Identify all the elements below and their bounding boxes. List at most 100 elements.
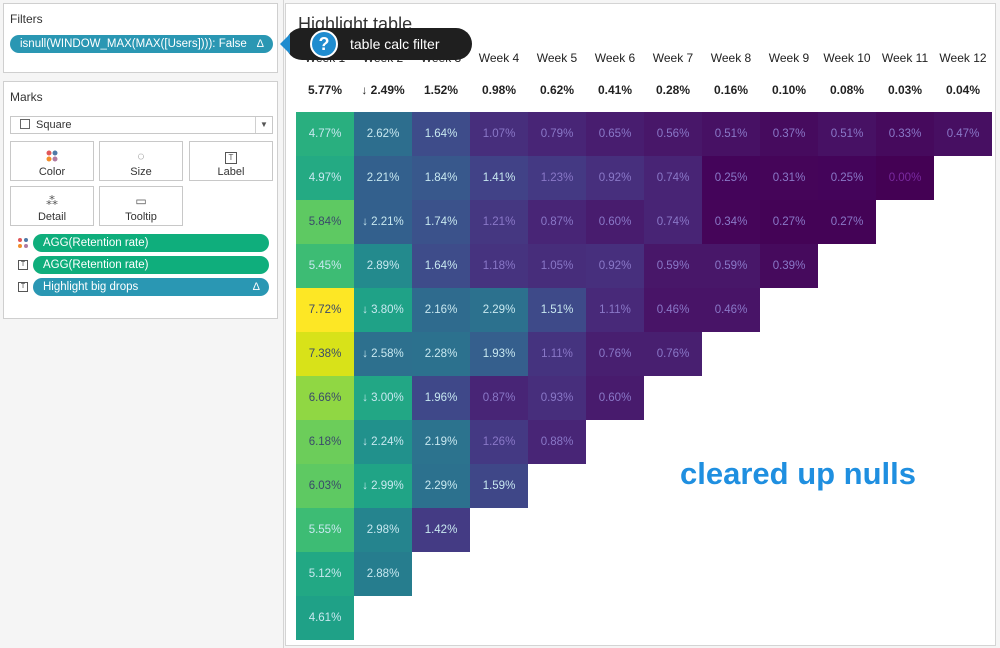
table-cell[interactable]: 0.25% (818, 156, 876, 200)
table-cell[interactable]: 0.37% (760, 112, 818, 156)
column-header: Week 12 (939, 51, 987, 65)
table-cell[interactable]: 0.31% (760, 156, 818, 200)
table-cell[interactable]: 1.64% (412, 244, 470, 288)
table-cell[interactable]: 0.39% (760, 244, 818, 288)
table-cell[interactable]: 1.51% (528, 288, 586, 332)
table-cell[interactable]: 2.88% (354, 552, 412, 596)
total-value: 0.04% (945, 83, 981, 97)
table-cell[interactable]: 4.61% (296, 596, 354, 640)
total-value: 0.10% (771, 83, 807, 97)
text-icon: T (18, 260, 28, 270)
table-cell[interactable]: 1.64% (412, 112, 470, 156)
table-cell[interactable]: 0.46% (644, 288, 702, 332)
table-cell[interactable]: 0.93% (528, 376, 586, 420)
table-cell[interactable]: 1.26% (470, 420, 528, 464)
table-cell[interactable]: 0.60% (586, 200, 644, 244)
total-value: 0.41% (597, 83, 633, 97)
table-cell[interactable]: 0.87% (470, 376, 528, 420)
table-cell[interactable]: 6.03% (296, 464, 354, 508)
column-header: Week 11 (881, 51, 929, 65)
table-cell[interactable]: 1.41% (470, 156, 528, 200)
table-cell[interactable]: 0.27% (760, 200, 818, 244)
table-cell[interactable]: 0.65% (586, 112, 644, 156)
table-cell[interactable]: 5.84% (296, 200, 354, 244)
table-cell[interactable]: 0.47% (934, 112, 992, 156)
table-cell[interactable]: 0.88% (528, 420, 586, 464)
table-cell[interactable]: 0.59% (702, 244, 760, 288)
table-cell[interactable]: 7.72% (296, 288, 354, 332)
table-cell[interactable]: 0.92% (586, 156, 644, 200)
table-cell[interactable]: 2.62% (354, 112, 412, 156)
table-cell[interactable]: 5.12% (296, 552, 354, 596)
table-cell[interactable]: ↓ 3.80% (354, 288, 412, 332)
table-cell[interactable]: 2.19% (412, 420, 470, 464)
table-cell[interactable]: ↓ 2.99% (354, 464, 412, 508)
size-button[interactable]: ◌ Size (99, 141, 183, 181)
table-cell[interactable]: ↓ 2.21% (354, 200, 412, 244)
table-cell[interactable]: 0.76% (644, 332, 702, 376)
table-cell[interactable]: 2.29% (412, 464, 470, 508)
table-cell[interactable]: 5.55% (296, 508, 354, 552)
table-cell[interactable]: 0.46% (702, 288, 760, 332)
table-cell[interactable]: 0.59% (644, 244, 702, 288)
table-cell[interactable]: 0.51% (818, 112, 876, 156)
table-cell[interactable]: 1.21% (470, 200, 528, 244)
total-value: 0.62% (539, 83, 575, 97)
field-pill-highlight[interactable]: Highlight big drops Δ (33, 278, 269, 296)
table-cell[interactable]: 1.07% (470, 112, 528, 156)
table-cell[interactable]: 1.93% (470, 332, 528, 376)
label-button[interactable]: T Label (189, 141, 273, 181)
table-cell[interactable]: 2.16% (412, 288, 470, 332)
table-cell[interactable]: 0.74% (644, 200, 702, 244)
table-cell[interactable]: 4.77% (296, 112, 354, 156)
table-cell[interactable]: 1.96% (412, 376, 470, 420)
table-cell[interactable]: 5.45% (296, 244, 354, 288)
filters-card: Filters isnull(WINDOW_MAX(MAX([Users])))… (3, 3, 278, 73)
chevron-down-icon[interactable]: ▼ (255, 117, 272, 133)
table-cell[interactable]: ↓ 3.00% (354, 376, 412, 420)
table-cell[interactable]: 0.33% (876, 112, 934, 156)
table-cell[interactable]: ↓ 2.58% (354, 332, 412, 376)
table-cell[interactable]: 4.97% (296, 156, 354, 200)
table-cell[interactable]: 0.00% (876, 156, 934, 200)
table-cell[interactable]: 6.18% (296, 420, 354, 464)
table-cell[interactable]: 1.74% (412, 200, 470, 244)
size-button-label: Size (130, 166, 152, 178)
table-cell[interactable]: 2.21% (354, 156, 412, 200)
table-cell[interactable]: 0.34% (702, 200, 760, 244)
table-cell[interactable]: 1.11% (528, 332, 586, 376)
table-cell[interactable]: 0.76% (586, 332, 644, 376)
table-cell[interactable]: 2.89% (354, 244, 412, 288)
table-cell[interactable]: 1.23% (528, 156, 586, 200)
detail-button[interactable]: ⁂ Detail (10, 186, 94, 226)
field-pill-color[interactable]: AGG(Retention rate) (33, 234, 269, 252)
table-cell[interactable]: 0.60% (586, 376, 644, 420)
table-cell[interactable]: 1.18% (470, 244, 528, 288)
table-cell[interactable]: 1.59% (470, 464, 528, 508)
table-cell[interactable]: 0.87% (528, 200, 586, 244)
table-cell[interactable]: 1.05% (528, 244, 586, 288)
table-cell[interactable]: 0.74% (644, 156, 702, 200)
table-cell[interactable]: 7.38% (296, 332, 354, 376)
table-cell[interactable]: 0.92% (586, 244, 644, 288)
table-cell[interactable]: 0.27% (818, 200, 876, 244)
filter-pill[interactable]: isnull(WINDOW_MAX(MAX([Users]))): False … (10, 35, 273, 53)
table-cell[interactable]: 6.66% (296, 376, 354, 420)
color-button[interactable]: Color (10, 141, 94, 181)
table-cell[interactable]: 2.28% (412, 332, 470, 376)
table-cell[interactable]: 0.51% (702, 112, 760, 156)
table-cell[interactable]: 1.84% (412, 156, 470, 200)
tooltip-button[interactable]: ▭ Tooltip (99, 186, 183, 226)
table-cell[interactable]: ↓ 2.24% (354, 420, 412, 464)
field-pill-label-retention[interactable]: AGG(Retention rate) (33, 256, 269, 274)
callout-arrow (280, 34, 290, 54)
table-cell[interactable]: 1.11% (586, 288, 644, 332)
table-cell[interactable]: 0.25% (702, 156, 760, 200)
table-cell[interactable]: 0.79% (528, 112, 586, 156)
table-cell[interactable]: 2.98% (354, 508, 412, 552)
table-cell[interactable]: 2.29% (470, 288, 528, 332)
table-cell[interactable]: 0.56% (644, 112, 702, 156)
total-value: 5.77% (307, 83, 343, 97)
table-cell[interactable]: 1.42% (412, 508, 470, 552)
mark-type-dropdown[interactable]: Square ▼ (10, 116, 273, 134)
